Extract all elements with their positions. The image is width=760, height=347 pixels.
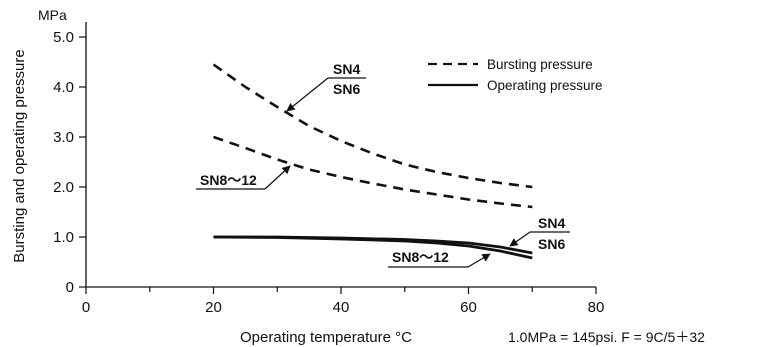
y-tick-label: 1.0 bbox=[53, 229, 74, 246]
callout-label-sn8-12: SN8～12 bbox=[392, 249, 449, 265]
x-axis-title: Operating temperature °C bbox=[240, 329, 412, 346]
callout-bursting-sn8-12: SN8～12 bbox=[196, 165, 291, 190]
bursting-pressure-line-1 bbox=[212, 63, 533, 189]
y-tick-label: 2.0 bbox=[53, 179, 74, 196]
callout-label-sn6: SN6 bbox=[333, 81, 360, 97]
callout-leader bbox=[264, 165, 291, 190]
callout-label-sn6: SN6 bbox=[538, 236, 565, 252]
operating-pressure-line-4 bbox=[213, 235, 533, 260]
legend-label-bursting: Bursting pressure bbox=[487, 57, 593, 72]
y-tick-label: 3.0 bbox=[53, 129, 74, 146]
callout-leader bbox=[509, 231, 531, 247]
series-lines bbox=[212, 63, 533, 260]
x-tick-label: 60 bbox=[460, 299, 477, 316]
y-tick-label: 5.0 bbox=[53, 29, 74, 46]
y-unit-label: MPa bbox=[38, 7, 67, 23]
callout-label-sn8-12: SN8～12 bbox=[200, 172, 257, 188]
legend-label-operating: Operating pressure bbox=[487, 78, 603, 93]
callout-leader bbox=[286, 77, 329, 112]
x-tick-label: 20 bbox=[205, 299, 222, 316]
callout-label-sn4: SN4 bbox=[333, 61, 360, 77]
callout-label-sn4: SN4 bbox=[538, 215, 565, 231]
conversion-note: 1.0MPa = 145psi. F = 9C/5＋32 bbox=[508, 329, 705, 345]
x-ticks: 0 20 40 60 80 bbox=[82, 287, 605, 316]
callout-operating-sn8-12: SN8～12 bbox=[388, 249, 491, 268]
x-tick-label: 40 bbox=[333, 299, 350, 316]
y-tick-label: 0 bbox=[66, 279, 74, 296]
x-tick-label: 0 bbox=[82, 299, 90, 316]
bursting-pressure-line-2 bbox=[213, 135, 533, 209]
y-axis-title: Bursting and operating pressure bbox=[11, 49, 28, 262]
y-ticks: 0 1.0 2.0 3.0 4.0 5.0 bbox=[53, 29, 86, 296]
callout-bursting-sn4-sn6: SN4 SN6 bbox=[286, 61, 366, 112]
x-tick-label: 80 bbox=[588, 299, 605, 316]
callout-leader bbox=[467, 253, 491, 268]
y-tick-label: 4.0 bbox=[53, 79, 74, 96]
callout-operating-sn4-sn6: SN4 SN6 bbox=[509, 215, 570, 252]
legend: Bursting pressure Operating pressure bbox=[428, 57, 603, 93]
